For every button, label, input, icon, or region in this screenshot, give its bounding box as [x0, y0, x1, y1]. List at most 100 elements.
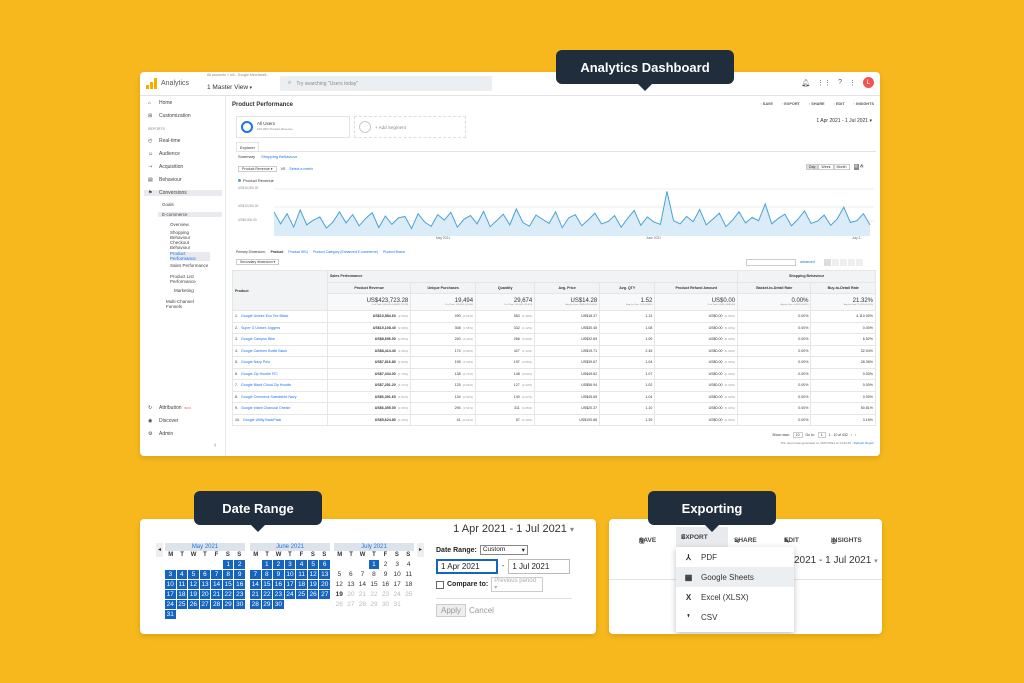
calendar-day[interactable]: 19 [335, 591, 343, 598]
calendar-day[interactable]: 24 [284, 590, 296, 599]
calendar-day[interactable]: 13 [347, 581, 355, 588]
sidebar-item-customization[interactable]: ⊞ Customization [148, 113, 191, 119]
calendar-day[interactable]: 27 [347, 601, 355, 608]
product-link[interactable]: Super G Unisex Joggers [241, 325, 281, 330]
calendar-day[interactable]: 21 [250, 590, 261, 599]
calendar-day[interactable]: 16 [234, 580, 245, 589]
show-rows-select[interactable]: 10 [792, 432, 803, 438]
prev-month-button[interactable]: ◂ [156, 543, 163, 557]
sidebar-sub-product-list-performance[interactable]: Product List Performance [170, 274, 196, 284]
calendar-day[interactable]: 28 [358, 601, 367, 608]
calendar-day[interactable]: 20 [347, 591, 355, 598]
calendar-day[interactable]: 1 [261, 560, 273, 569]
calendar-day[interactable]: 14 [250, 580, 261, 589]
sidebar-sub-sales-performance[interactable]: Sales Performance [170, 263, 209, 268]
calendar-day[interactable]: 15 [261, 580, 273, 589]
calendar-day[interactable]: 28 [211, 600, 222, 609]
calendar-day[interactable]: 1 [368, 560, 380, 569]
calendar-day[interactable]: 6 [319, 560, 330, 569]
granularity-day[interactable]: Day [806, 164, 819, 170]
calendar-day[interactable]: 3 [395, 561, 399, 568]
column-header[interactable]: Unique Purchases [410, 281, 477, 294]
search-input[interactable]: ⌕ Try searching "Users today" [280, 76, 492, 91]
calendar-day[interactable]: 13 [319, 570, 330, 579]
calendar-day[interactable]: 8 [372, 571, 376, 578]
calendar-day[interactable]: 7 [211, 570, 222, 579]
calendar-day[interactable]: 5 [307, 560, 319, 569]
calendar-day[interactable]: 8 [222, 570, 234, 579]
calendar-day[interactable]: 20 [319, 580, 330, 589]
end-date-input[interactable]: 1 Jul 2021 [508, 559, 571, 574]
calendar-day[interactable]: 4 [296, 560, 307, 569]
goto-input[interactable]: 1 [817, 432, 826, 438]
collapse-sidebar-icon[interactable]: ‹ [214, 442, 217, 449]
sidebar-sub-product-performance[interactable]: Product Performance [170, 251, 210, 261]
next-page-icon[interactable]: › [854, 433, 856, 437]
chart-options-icon[interactable]: ⁂ [859, 164, 864, 168]
product-link[interactable]: Google Zip Hoodie F/C [241, 371, 278, 376]
report-date-range[interactable]: 1 Apr 2021 - 1 Jul 2021 ▾ [816, 118, 872, 124]
product-link[interactable]: Google Unisex Eco Tee Black [241, 314, 289, 319]
table-row[interactable]: 8. Google Crewneck Sweatshirt Navy US$6,39… [232, 390, 876, 403]
granularity-week[interactable]: Week [818, 164, 834, 170]
calendar-day[interactable]: 30 [381, 601, 390, 608]
help-icon[interactable]: ? [838, 79, 842, 86]
calendar-day[interactable]: 21 [211, 590, 222, 599]
compare-select[interactable]: Previous period ▾ [491, 577, 544, 592]
table-row[interactable]: 7. Google Black Cloud Zip Hoodie US$7,251.… [232, 379, 876, 392]
account-selector[interactable]: All accounts > UA - Google Merchandi... … [207, 72, 270, 92]
calendar-day[interactable]: 9 [383, 571, 388, 578]
calendar-day[interactable]: 31 [393, 601, 401, 608]
calendar-day[interactable]: 24 [165, 600, 176, 609]
chart-type-icon[interactable]: ▥ [853, 164, 859, 170]
sidebar-item-admin[interactable]: ⚙ Admin [148, 431, 174, 437]
advanced-link[interactable]: advanced [800, 260, 815, 264]
apps-icon[interactable]: ⋮⋮ [817, 79, 832, 87]
start-date-input[interactable]: 1 Apr 2021 [436, 559, 498, 574]
share-action-button[interactable]: ▫ SHARE [808, 102, 825, 106]
calendar-day[interactable]: 28 [250, 600, 261, 609]
calendar-day[interactable]: 17 [165, 590, 176, 599]
more-icon[interactable]: ⋮ [849, 79, 856, 87]
view-toggle-icons[interactable] [824, 259, 863, 266]
product-link[interactable]: Google Navy Polo [241, 360, 270, 365]
calendar-day[interactable]: 24 [393, 591, 401, 598]
calendar-day[interactable]: 4 [406, 561, 411, 568]
calendar-day[interactable]: 9 [234, 570, 245, 579]
secondary-dimension-select[interactable]: Secondary dimension ▾ [236, 259, 280, 265]
calendar-day[interactable]: 8 [261, 570, 273, 579]
subtab-summary[interactable]: Summary [238, 154, 256, 159]
calendar-day[interactable]: 29 [370, 601, 378, 608]
sidebar-item-goals[interactable]: Goals [162, 202, 174, 207]
calendar-day[interactable]: 2 [383, 561, 388, 568]
column-header[interactable]: Basket-to-Detail Rate [737, 281, 812, 294]
sidebar-item-discover[interactable]: ◉ Discover [148, 418, 179, 424]
calendar-day[interactable]: 25 [405, 591, 413, 598]
calendar-day[interactable]: 3 [165, 570, 176, 579]
sidebar-item-home[interactable]: ⌂ Home [148, 100, 173, 106]
table-row[interactable]: 4. Google Canteen Bottle Black US$8,414.40… [232, 344, 876, 357]
export-button[interactable]: ⇩ EXPORT [676, 527, 728, 547]
calendar-day[interactable]: 23 [234, 590, 245, 599]
refresh-report-link[interactable]: Refresh Report [853, 441, 874, 445]
calendar-day[interactable]: 17 [393, 581, 401, 588]
product-link[interactable]: Google Canteen Bottle Black [241, 348, 288, 353]
export-option-csv[interactable]: ❜ CSV [676, 607, 794, 627]
calendar-day[interactable]: 5 [337, 571, 342, 578]
primary-dim-0[interactable]: Product [270, 250, 284, 254]
column-header[interactable]: Product Revenue [326, 281, 412, 294]
cancel-button[interactable]: Cancel [469, 606, 494, 615]
product-link[interactable]: Google Campus Bike [241, 337, 275, 342]
export-option-google-sheets[interactable]: ▦ Google Sheets [676, 567, 794, 587]
table-row[interactable]: 2. Super G Unisex Joggers US$10,108.40 (2.3… [232, 321, 876, 334]
sidebar-sub-multi-channel-funnels[interactable]: Multi-Channel Funnels [166, 299, 194, 309]
export-option-pdf[interactable]: ⅄ PDF [676, 547, 794, 567]
column-header[interactable]: Product Refund Amount [654, 281, 739, 294]
table-row[interactable]: 1. Google Unisex Eco Tee Black US$10,584.6… [232, 310, 876, 323]
calendar-day[interactable]: 29 [222, 600, 234, 609]
insights-action-button[interactable]: ▫ INSIGHTS [853, 102, 874, 106]
calendar-day[interactable]: 27 [199, 600, 211, 609]
edit-action-button[interactable]: ▫ EDIT [833, 102, 845, 106]
calendar-day[interactable]: 22 [370, 591, 378, 598]
table-search-input[interactable] [746, 259, 796, 266]
